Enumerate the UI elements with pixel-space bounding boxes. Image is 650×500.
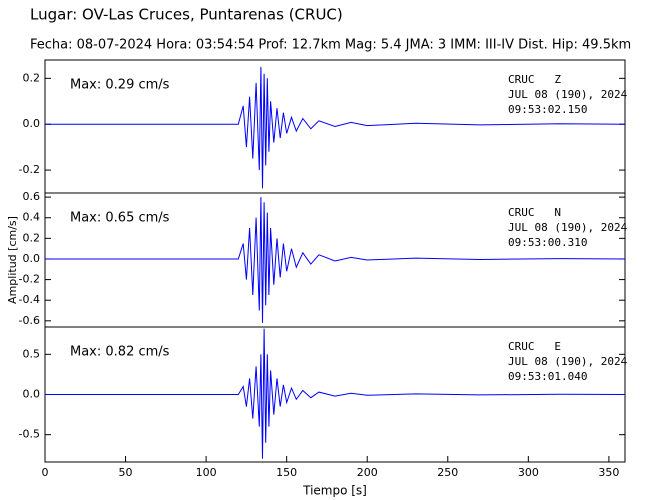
y-tick-label: 0.0 bbox=[23, 388, 41, 401]
y-tick-label: 0.5 bbox=[23, 347, 41, 360]
y-tick-label: -0.4 bbox=[19, 293, 40, 306]
x-tick-label: 250 bbox=[437, 466, 458, 479]
y-tick-label: 0.0 bbox=[23, 117, 41, 130]
time: 09:53:00.310 bbox=[508, 236, 587, 249]
station: CRUC N bbox=[508, 206, 561, 219]
max-label: Max: 0.65 cm/s bbox=[70, 211, 170, 226]
title: Lugar: OV-Las Cruces, Puntarenas (CRUC) bbox=[30, 6, 343, 24]
y-tick-label: 0.6 bbox=[23, 190, 41, 203]
max-label: Max: 0.29 cm/s bbox=[70, 78, 170, 93]
time: 09:53:02.150 bbox=[508, 103, 587, 116]
x-tick-label: 50 bbox=[119, 466, 133, 479]
station: CRUC Z bbox=[508, 73, 561, 86]
date: JUL 08 (190), 2024 bbox=[508, 88, 628, 101]
y-tick-label: -0.5 bbox=[19, 428, 40, 441]
subtitle: Fecha: 08-07-2024 Hora: 03:54:54 Prof: 1… bbox=[30, 38, 631, 53]
y-tick-label: 0.2 bbox=[23, 71, 41, 84]
x-tick-label: 0 bbox=[42, 466, 49, 479]
y-axis-label: Amplitud [cm/s] bbox=[6, 216, 19, 304]
trace bbox=[45, 197, 626, 323]
x-tick-label: 350 bbox=[598, 466, 619, 479]
max-label: Max: 0.82 cm/s bbox=[70, 345, 170, 360]
x-axis-label: Tiempo [s] bbox=[302, 484, 367, 498]
date: JUL 08 (190), 2024 bbox=[508, 355, 628, 368]
date: JUL 08 (190), 2024 bbox=[508, 221, 628, 234]
y-tick-label: 0.2 bbox=[23, 231, 41, 244]
x-tick-label: 150 bbox=[276, 466, 297, 479]
x-tick-label: 300 bbox=[518, 466, 539, 479]
y-tick-label: -0.2 bbox=[19, 163, 40, 176]
trace bbox=[45, 66, 626, 189]
trace bbox=[45, 328, 626, 459]
y-tick-label: 0.4 bbox=[23, 211, 41, 224]
y-tick-label: 0.0 bbox=[23, 252, 41, 265]
x-tick-label: 100 bbox=[196, 466, 217, 479]
y-tick-label: -0.2 bbox=[19, 273, 40, 286]
y-tick-label: -0.6 bbox=[19, 314, 40, 327]
time: 09:53:01.040 bbox=[508, 370, 587, 383]
station: CRUC E bbox=[508, 340, 561, 353]
x-tick-label: 200 bbox=[357, 466, 378, 479]
